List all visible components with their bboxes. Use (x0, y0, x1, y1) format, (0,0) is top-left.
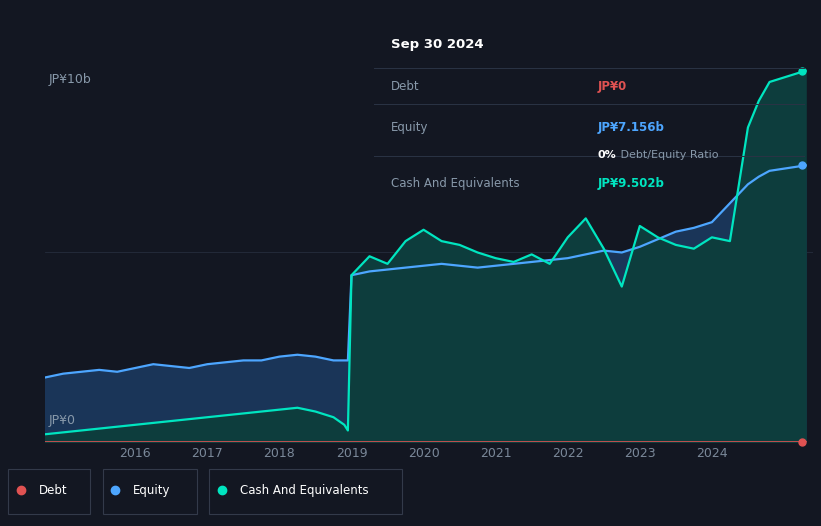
Text: Cash And Equivalents: Cash And Equivalents (240, 484, 369, 497)
Text: JP¥0: JP¥0 (49, 413, 76, 427)
Text: Cash And Equivalents: Cash And Equivalents (391, 177, 520, 190)
Text: JP¥10b: JP¥10b (49, 73, 92, 86)
Text: Sep 30 2024: Sep 30 2024 (391, 38, 484, 50)
Text: JP¥0: JP¥0 (598, 80, 627, 93)
Text: Debt: Debt (39, 484, 67, 497)
Text: Equity: Equity (391, 122, 429, 134)
Text: Debt: Debt (391, 80, 420, 93)
Text: JP¥7.156b: JP¥7.156b (598, 122, 664, 134)
Text: 0%: 0% (598, 150, 617, 160)
Text: JP¥9.502b: JP¥9.502b (598, 177, 664, 190)
Text: Debt/Equity Ratio: Debt/Equity Ratio (617, 150, 718, 160)
Text: Equity: Equity (133, 484, 171, 497)
